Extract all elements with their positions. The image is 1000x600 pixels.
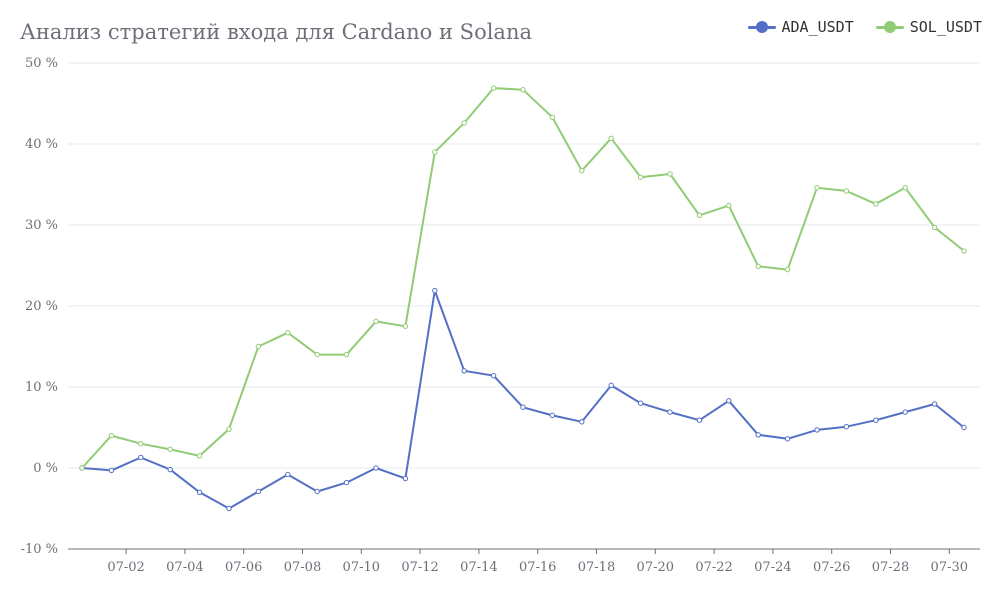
data-point-sol_usdt[interactable] [373,318,379,325]
data-point-ada_usdt[interactable] [285,471,291,478]
x-tick-label: 07-04 [166,560,203,575]
data-point-ada_usdt[interactable] [961,424,967,431]
legend-swatch-sol [875,20,904,34]
x-tick-label: 07-18 [578,560,615,575]
x-tick-label: 07-12 [401,560,438,575]
data-point-sol_usdt[interactable] [784,266,791,273]
legend: ADA_USDT SOL_USDT [747,18,982,36]
data-point-ada_usdt[interactable] [902,409,908,415]
y-tick-label: 20 % [25,299,58,314]
data-point-ada_usdt[interactable] [608,382,614,389]
data-point-sol_usdt[interactable] [138,441,144,447]
data-point-ada_usdt[interactable] [814,427,820,433]
data-point-sol_usdt[interactable] [873,201,879,207]
data-point-sol_usdt[interactable] [667,171,673,177]
data-point-sol_usdt[interactable] [931,224,938,231]
data-point-ada_usdt[interactable] [432,287,438,294]
data-point-ada_usdt[interactable] [755,432,761,438]
chart-title: Анализ стратегий входа для Cardano и Sol… [20,20,532,44]
data-point-sol_usdt[interactable] [196,453,203,459]
data-point-ada_usdt[interactable] [637,400,644,406]
data-point-ada_usdt[interactable] [314,488,320,495]
data-point-sol_usdt[interactable] [461,120,467,126]
data-point-sol_usdt[interactable] [726,202,732,209]
legend-item-ada[interactable]: ADA_USDT [747,18,854,36]
data-point-sol_usdt[interactable] [108,432,115,439]
data-point-ada_usdt[interactable] [461,368,467,374]
data-point-sol_usdt[interactable] [520,87,526,93]
data-point-ada_usdt[interactable] [226,505,232,512]
data-point-sol_usdt[interactable] [843,188,850,194]
data-point-ada_usdt[interactable] [873,417,879,423]
data-point-sol_usdt[interactable] [755,263,761,270]
data-point-ada_usdt[interactable] [784,436,791,442]
series-line-ada_usdt [81,289,965,510]
data-point-sol_usdt[interactable] [608,135,614,142]
data-point-sol_usdt[interactable] [343,351,350,358]
y-tick-label: 10 % [25,380,58,395]
data-point-ada_usdt[interactable] [520,404,526,410]
y-tick-label: 40 % [25,137,58,152]
data-point-sol_usdt[interactable] [402,323,409,329]
legend-item-sol[interactable]: SOL_USDT [875,18,982,36]
data-point-sol_usdt[interactable] [579,168,585,174]
legend-label-ada: ADA_USDT [781,18,854,36]
data-point-ada_usdt[interactable] [343,479,350,486]
data-point-ada_usdt[interactable] [373,465,379,471]
data-point-ada_usdt[interactable] [726,398,732,404]
data-point-ada_usdt[interactable] [108,467,115,474]
data-point-sol_usdt[interactable] [167,446,173,453]
x-tick-label: 07-30 [931,560,968,575]
x-tick-label: 07-08 [284,560,321,575]
y-tick-label: -10 % [21,542,58,557]
data-point-sol_usdt[interactable] [902,185,908,191]
data-point-sol_usdt[interactable] [79,465,85,471]
data-point-sol_usdt[interactable] [314,351,320,358]
data-point-ada_usdt[interactable] [255,488,262,495]
data-point-sol_usdt[interactable] [637,174,644,180]
data-point-sol_usdt[interactable] [285,330,291,336]
data-point-sol_usdt[interactable] [432,149,438,155]
x-tick-label: 07-10 [343,560,380,575]
data-point-ada_usdt[interactable] [843,423,850,430]
data-point-ada_usdt[interactable] [549,412,556,419]
x-tick-label: 07-26 [813,560,850,575]
data-point-ada_usdt[interactable] [196,489,203,495]
data-point-ada_usdt[interactable] [138,454,144,461]
data-point-sol_usdt[interactable] [549,114,556,120]
x-tick-label: 07-28 [872,560,909,575]
data-point-sol_usdt[interactable] [696,212,703,218]
data-point-ada_usdt[interactable] [490,372,497,379]
x-tick-label: 07-24 [754,560,791,575]
data-point-sol_usdt[interactable] [226,426,232,432]
x-tick-label: 07-06 [225,560,262,575]
data-point-sol_usdt[interactable] [490,85,497,91]
x-tick-label: 07-16 [519,560,556,575]
y-tick-label: 50 % [25,56,58,71]
x-tick-label: 07-02 [107,560,144,575]
series-line-sol_usdt [81,87,965,469]
y-tick-label: 0 % [33,461,58,476]
data-point-ada_usdt[interactable] [402,475,409,482]
data-point-ada_usdt[interactable] [579,419,585,425]
legend-label-sol: SOL_USDT [909,18,982,36]
data-point-sol_usdt[interactable] [814,185,820,191]
x-tick-label: 07-22 [695,560,732,575]
x-tick-label: 07-14 [460,560,497,575]
data-point-ada_usdt[interactable] [667,409,673,415]
data-point-ada_usdt[interactable] [931,401,938,407]
y-tick-label: 30 % [25,218,58,233]
data-point-ada_usdt[interactable] [696,417,703,423]
data-point-sol_usdt[interactable] [255,343,262,350]
data-point-ada_usdt[interactable] [167,466,173,473]
x-tick-label: 07-20 [637,560,674,575]
legend-swatch-ada [747,20,776,34]
data-point-sol_usdt[interactable] [961,248,967,254]
